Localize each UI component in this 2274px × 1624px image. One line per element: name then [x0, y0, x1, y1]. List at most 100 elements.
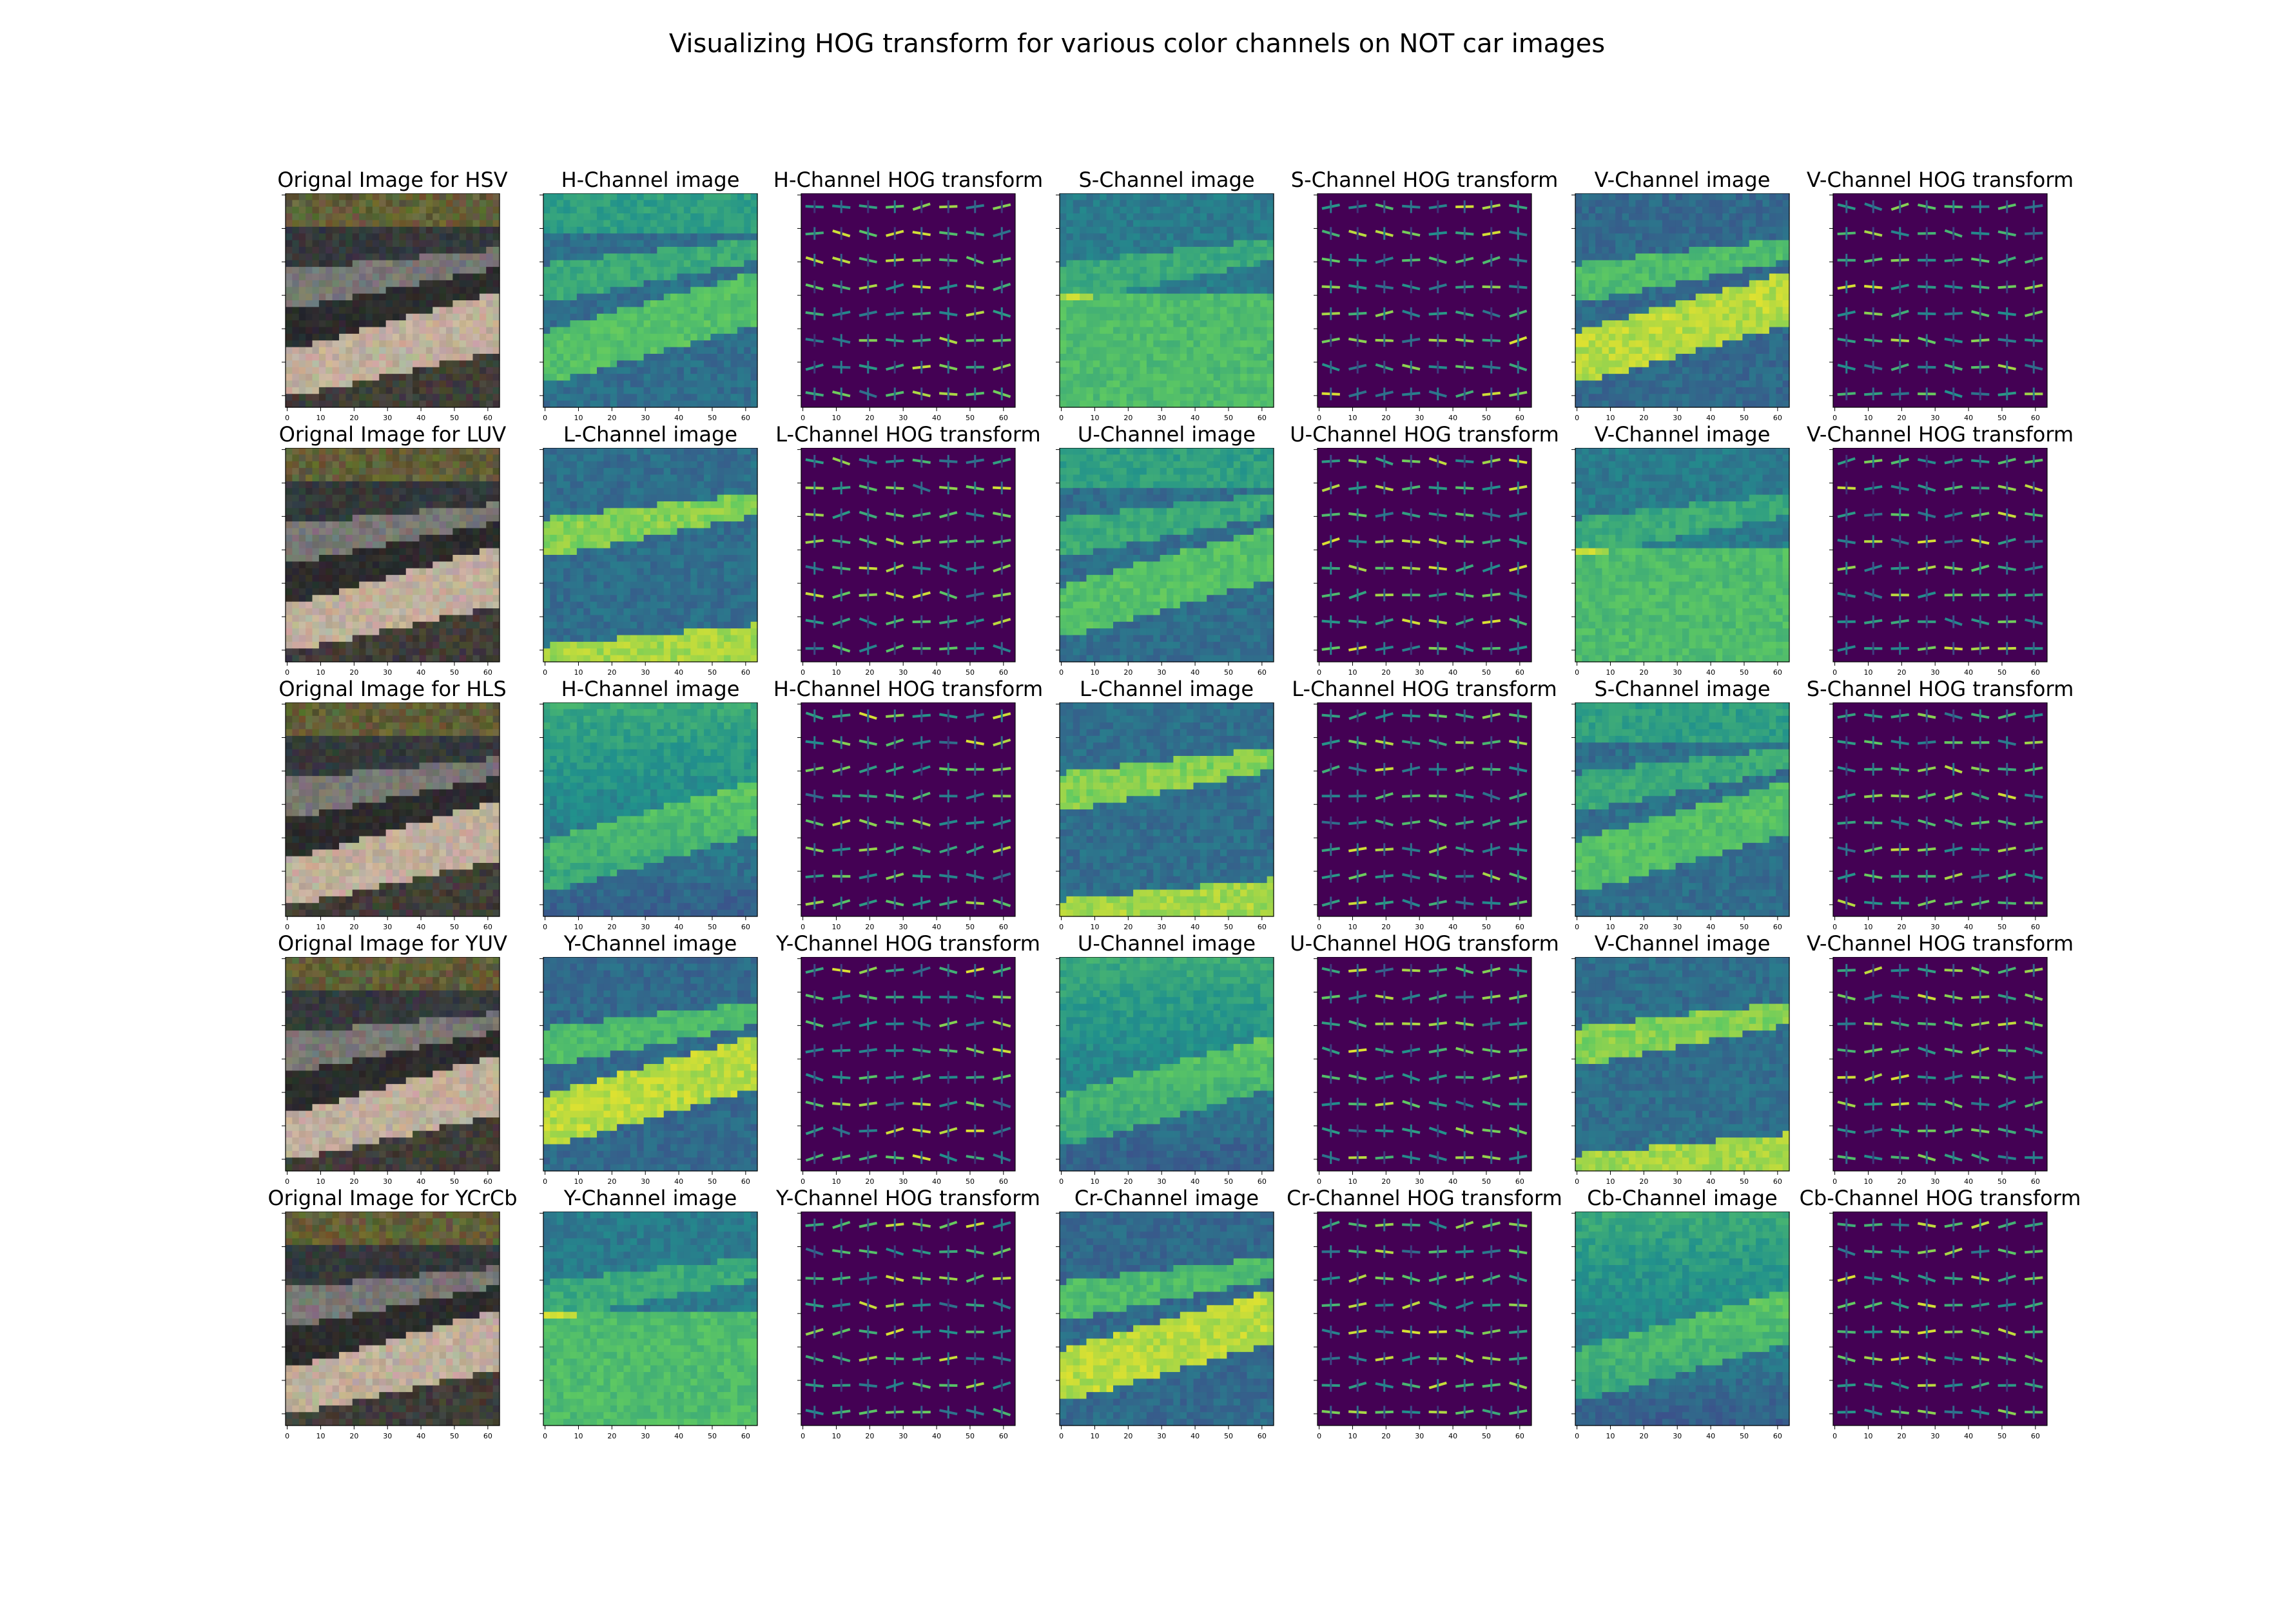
x-tick-label: 40	[1964, 668, 1973, 677]
x-tick-label: 30	[641, 1177, 650, 1186]
x-tick-label: 0	[1059, 1432, 1064, 1440]
x-tick-label: 0	[285, 923, 289, 931]
subplot-axes: 00101020203030404050506060	[282, 1212, 500, 1440]
x-tick-label: 10	[1348, 1177, 1357, 1186]
x-tick-label: 10	[1090, 414, 1099, 422]
x-tick-label: 10	[1348, 668, 1357, 677]
x-tick-label: 30	[1930, 923, 1939, 931]
subplot-ycrcb-3: Cr-Channel image001010202030304040505060…	[1056, 1186, 1274, 1445]
x-tick-label: 30	[1673, 414, 1682, 422]
subplot-yuv-4: U-Channel HOG transform00101020203030404…	[1290, 931, 1559, 1190]
x-tick-label: 50	[1740, 414, 1749, 422]
image-pixels	[1317, 193, 1531, 407]
subplot-axes: 00101020203030404050506060	[539, 448, 758, 677]
x-tick-label: 40	[1448, 1177, 1457, 1186]
x-tick-label: 0	[1832, 1432, 1837, 1440]
x-tick-label: 0	[1575, 1432, 1579, 1440]
subplot-luv-6: V-Channel HOG transform00101020203030404…	[1807, 422, 2074, 681]
x-tick-label: 30	[1673, 1432, 1682, 1440]
x-tick-label: 60	[483, 668, 492, 677]
x-tick-label: 30	[1930, 668, 1939, 677]
subplot-title: Orignal Image for HLS	[247, 677, 538, 701]
x-tick-label: 60	[483, 923, 492, 931]
x-tick-label: 30	[1415, 923, 1424, 931]
x-tick-label: 40	[674, 1177, 683, 1186]
subplot-axes: 00101020203030404050506060	[1056, 702, 1274, 931]
x-tick-label: 20	[1639, 668, 1648, 677]
x-tick-label: 0	[1317, 414, 1321, 422]
x-tick-label: 50	[1740, 668, 1749, 677]
x-tick-label: 0	[1317, 923, 1321, 931]
image-pixels	[1575, 702, 1790, 917]
x-tick-label: 0	[1832, 414, 1837, 422]
subplot-hsv-1: H-Channel image0010102020303040405050606…	[539, 168, 758, 427]
x-tick-label: 10	[1863, 668, 1872, 677]
x-tick-label: 0	[801, 668, 805, 677]
hog-glyphs	[1321, 200, 1528, 401]
x-tick-label: 40	[1190, 668, 1200, 677]
image-pixels	[1833, 448, 2047, 662]
x-tick-label: 60	[999, 668, 1008, 677]
subplot-hsv-4: S-Channel HOG transform00101020203030404…	[1291, 168, 1559, 427]
hog-glyphs	[1837, 963, 2043, 1165]
subplot-title: L-Channel image	[1021, 677, 1312, 701]
x-tick-label: 30	[899, 923, 908, 931]
subplot-title: Cb-Channel image	[1537, 1186, 1828, 1210]
x-tick-label: 20	[349, 414, 358, 422]
subplot-hls-1: H-Channel image0010102020303040405050606…	[539, 677, 758, 936]
x-tick-label: 50	[1997, 923, 2007, 931]
x-tick-label: 20	[1639, 414, 1648, 422]
hog-glyphs	[805, 454, 1011, 655]
subplot-title: L-Channel image	[505, 422, 796, 447]
x-tick-label: 20	[1381, 668, 1390, 677]
subplot-ycrcb-4: Cr-Channel HOG transform0010102020303040…	[1287, 1186, 1562, 1445]
subplot-title: V-Channel image	[1537, 931, 1828, 956]
x-tick-label: 50	[450, 668, 459, 677]
x-tick-label: 40	[932, 414, 941, 422]
figure-title: Visualizing HOG transform for various co…	[0, 26, 2274, 62]
subplot-axes: 00101020203030404050506060	[1056, 957, 1274, 1186]
x-tick-label: 50	[1482, 1177, 1491, 1186]
x-tick-label: 50	[1997, 1177, 2007, 1186]
subplot-axes: 00101020203030404050506060	[282, 448, 500, 677]
image-pixels	[286, 1212, 500, 1426]
image-pixels	[1575, 448, 1790, 662]
x-tick-label: 60	[2031, 1177, 2040, 1186]
x-tick-label: 50	[966, 414, 975, 422]
x-tick-label: 60	[2031, 668, 2040, 677]
image-pixels	[543, 702, 758, 917]
x-tick-label: 40	[932, 1432, 941, 1440]
image-pixels	[1060, 957, 1274, 1172]
x-tick-label: 60	[1773, 1432, 1782, 1440]
x-tick-label: 40	[416, 668, 425, 677]
subplot-hls-4: L-Channel HOG transform00101020203030404…	[1292, 677, 1557, 936]
x-tick-label: 40	[416, 414, 425, 422]
subplot-title: V-Channel HOG transform	[1794, 931, 2086, 956]
x-tick-label: 30	[1415, 668, 1424, 677]
x-tick-label: 30	[1157, 923, 1166, 931]
x-tick-label: 20	[1897, 1177, 1906, 1186]
subplot-title: H-Channel image	[505, 677, 796, 701]
x-tick-label: 0	[285, 1177, 289, 1186]
x-tick-label: 30	[641, 923, 650, 931]
hog-glyphs	[1321, 709, 1528, 910]
subplot-title: H-Channel HOG transform	[763, 677, 1054, 701]
x-tick-label: 40	[1190, 1177, 1200, 1186]
hog-glyphs	[1321, 963, 1528, 1165]
x-tick-label: 60	[2031, 923, 2040, 931]
x-tick-label: 30	[899, 1432, 908, 1440]
x-tick-label: 60	[999, 1432, 1008, 1440]
x-tick-label: 0	[1059, 668, 1064, 677]
x-tick-label: 30	[641, 668, 650, 677]
x-tick-label: 20	[1639, 1432, 1648, 1440]
image-pixels	[286, 448, 500, 662]
x-tick-label: 10	[1090, 1432, 1099, 1440]
x-tick-label: 10	[831, 668, 841, 677]
x-tick-label: 20	[349, 1432, 358, 1440]
subplot-title: Cr-Channel HOG transform	[1279, 1186, 1570, 1210]
x-tick-label: 20	[1123, 668, 1132, 677]
image-pixels	[1060, 702, 1274, 917]
x-tick-label: 50	[966, 923, 975, 931]
x-tick-label: 40	[416, 1432, 425, 1440]
x-tick-label: 10	[1348, 414, 1357, 422]
